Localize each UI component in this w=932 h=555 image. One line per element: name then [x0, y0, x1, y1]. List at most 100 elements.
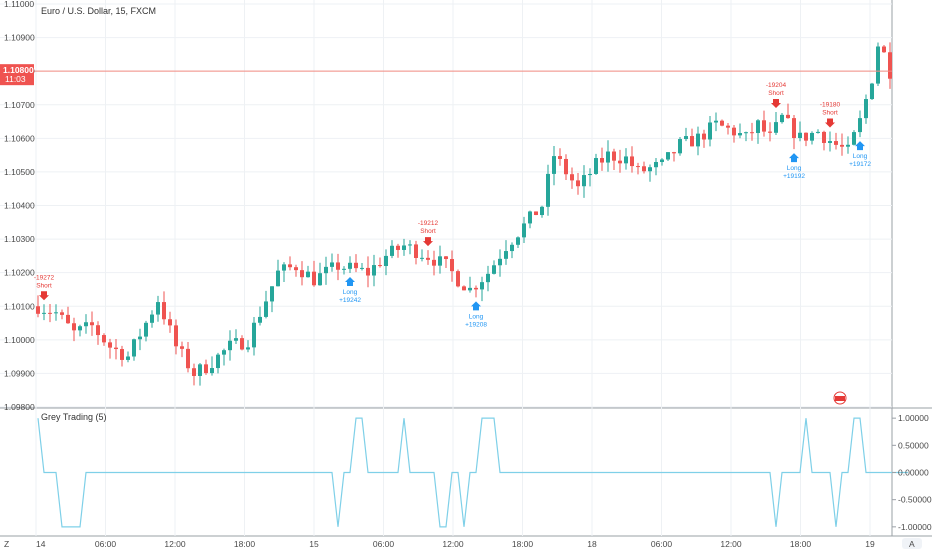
candle[interactable]: [132, 338, 136, 361]
candle[interactable]: [708, 116, 712, 147]
candle[interactable]: [774, 112, 778, 136]
indicator-line[interactable]: [37, 417, 908, 528]
candle[interactable]: [414, 240, 418, 265]
event-badge-icon[interactable]: [833, 391, 847, 405]
candle[interactable]: [138, 328, 142, 351]
candle[interactable]: [738, 123, 742, 139]
candle[interactable]: [288, 256, 292, 271]
price-pane[interactable]: [0, 42, 892, 405]
candle[interactable]: [534, 211, 538, 216]
candle[interactable]: [366, 256, 370, 288]
candle[interactable]: [78, 324, 82, 337]
candle[interactable]: [186, 341, 190, 373]
candle[interactable]: [852, 130, 856, 146]
candle[interactable]: [492, 260, 496, 275]
candle[interactable]: [252, 317, 256, 356]
candle[interactable]: [240, 335, 244, 351]
candle[interactable]: [36, 295, 40, 318]
candle[interactable]: [72, 317, 76, 342]
candle[interactable]: [624, 148, 628, 170]
candle[interactable]: [120, 345, 124, 367]
candle[interactable]: [720, 119, 724, 127]
candle[interactable]: [612, 148, 616, 171]
candle[interactable]: [390, 240, 394, 259]
candle[interactable]: [666, 152, 670, 162]
candle[interactable]: [696, 126, 700, 156]
candle[interactable]: [54, 304, 58, 321]
candle[interactable]: [822, 130, 826, 151]
candle[interactable]: [384, 249, 388, 276]
candle[interactable]: [756, 119, 760, 144]
candle[interactable]: [480, 276, 484, 302]
candle[interactable]: [684, 127, 688, 142]
candle[interactable]: [258, 306, 262, 326]
candle[interactable]: [876, 42, 880, 86]
candle[interactable]: [858, 110, 862, 138]
candle[interactable]: [84, 314, 88, 334]
candle[interactable]: [882, 45, 886, 53]
candle[interactable]: [714, 112, 718, 132]
candle[interactable]: [228, 330, 232, 361]
candle[interactable]: [516, 236, 520, 248]
candle[interactable]: [654, 158, 658, 176]
candle[interactable]: [834, 132, 838, 150]
candle[interactable]: [456, 269, 460, 288]
candle[interactable]: [42, 304, 46, 321]
candle[interactable]: [690, 128, 694, 147]
candle[interactable]: [528, 210, 532, 229]
candle[interactable]: [552, 146, 556, 186]
candle[interactable]: [420, 249, 424, 262]
candle[interactable]: [798, 121, 802, 142]
candle[interactable]: [648, 164, 652, 182]
candle[interactable]: [300, 261, 304, 286]
candle[interactable]: [444, 256, 448, 268]
candle[interactable]: [330, 253, 334, 272]
candle[interactable]: [354, 254, 358, 273]
candle[interactable]: [150, 310, 154, 328]
scroll-left-button[interactable]: Z: [4, 539, 9, 549]
candle[interactable]: [678, 137, 682, 156]
candle[interactable]: [630, 146, 634, 173]
candle[interactable]: [474, 285, 478, 298]
candle[interactable]: [408, 240, 412, 255]
candle[interactable]: [306, 265, 310, 278]
candle[interactable]: [618, 149, 622, 173]
candle[interactable]: [144, 320, 148, 342]
candle[interactable]: [156, 295, 160, 322]
candle[interactable]: [468, 276, 472, 293]
candle[interactable]: [360, 262, 364, 271]
candle[interactable]: [378, 257, 382, 268]
candle[interactable]: [216, 352, 220, 374]
candle[interactable]: [396, 243, 400, 258]
candle[interactable]: [246, 340, 250, 353]
candle[interactable]: [792, 115, 796, 150]
candle[interactable]: [204, 359, 208, 375]
candle[interactable]: [576, 172, 580, 195]
candle[interactable]: [276, 259, 280, 287]
candle[interactable]: [636, 162, 640, 175]
candle[interactable]: [522, 216, 526, 243]
candle[interactable]: [660, 158, 664, 166]
candle[interactable]: [888, 42, 892, 89]
candle[interactable]: [546, 164, 550, 216]
candle[interactable]: [342, 266, 346, 275]
candle[interactable]: [750, 122, 754, 141]
candle[interactable]: [786, 103, 790, 119]
candle[interactable]: [810, 131, 814, 145]
candle[interactable]: [600, 147, 604, 171]
candle[interactable]: [270, 286, 274, 313]
candle[interactable]: [564, 154, 568, 181]
candle[interactable]: [372, 254, 376, 287]
candle[interactable]: [570, 167, 574, 189]
candle[interactable]: [780, 113, 784, 124]
candle[interactable]: [432, 250, 436, 276]
candle[interactable]: [726, 123, 730, 135]
candle[interactable]: [606, 140, 610, 172]
candle[interactable]: [732, 125, 736, 143]
candle[interactable]: [48, 304, 52, 323]
candle[interactable]: [594, 153, 598, 175]
auto-scale-button[interactable]: [902, 538, 922, 549]
candle[interactable]: [324, 256, 328, 285]
candle[interactable]: [348, 256, 352, 273]
candle[interactable]: [312, 260, 316, 287]
